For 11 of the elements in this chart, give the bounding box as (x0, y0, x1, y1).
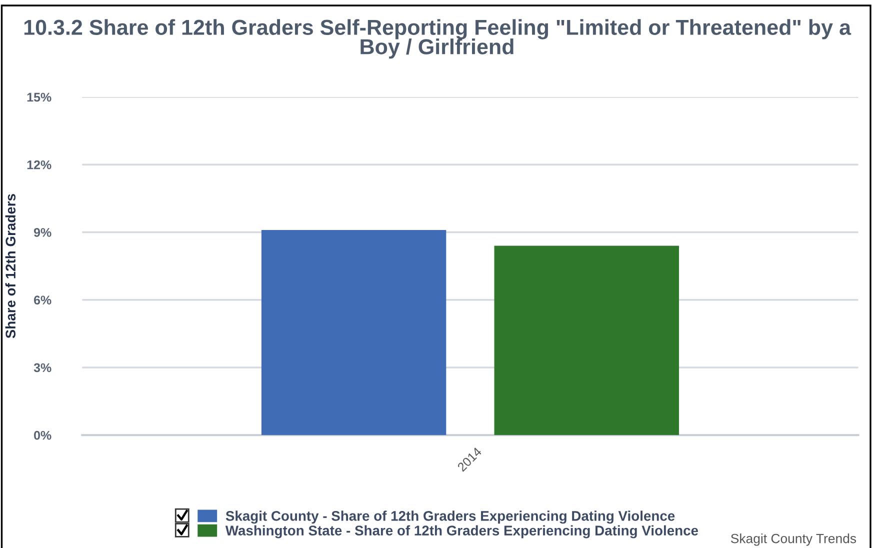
y-tick-label: 6% (34, 296, 52, 305)
y-tick-label: 9% (34, 228, 52, 237)
text: Skagit County Trends (730, 534, 856, 546)
y-tick-label: 3% (34, 363, 52, 372)
legend-label: Skagit County - Share of 12th Graders Experiencing Dating Violence (226, 510, 675, 524)
y-tick-label: 0% (34, 430, 52, 440)
y-tick-label: 12% (27, 160, 52, 170)
chart-title: 10.3.2 Share of 12th Graders Self-Reporting Feeling "Limited or Threatened" by a Boy / Girlfriend (24, 19, 852, 59)
legend-label: Washington State - Share of 12th Graders Experiencing Dating Violence (225, 525, 698, 538)
y-tick-label: 15% (27, 92, 52, 102)
y-axis-title: Share of 12th Graders (5, 194, 16, 338)
